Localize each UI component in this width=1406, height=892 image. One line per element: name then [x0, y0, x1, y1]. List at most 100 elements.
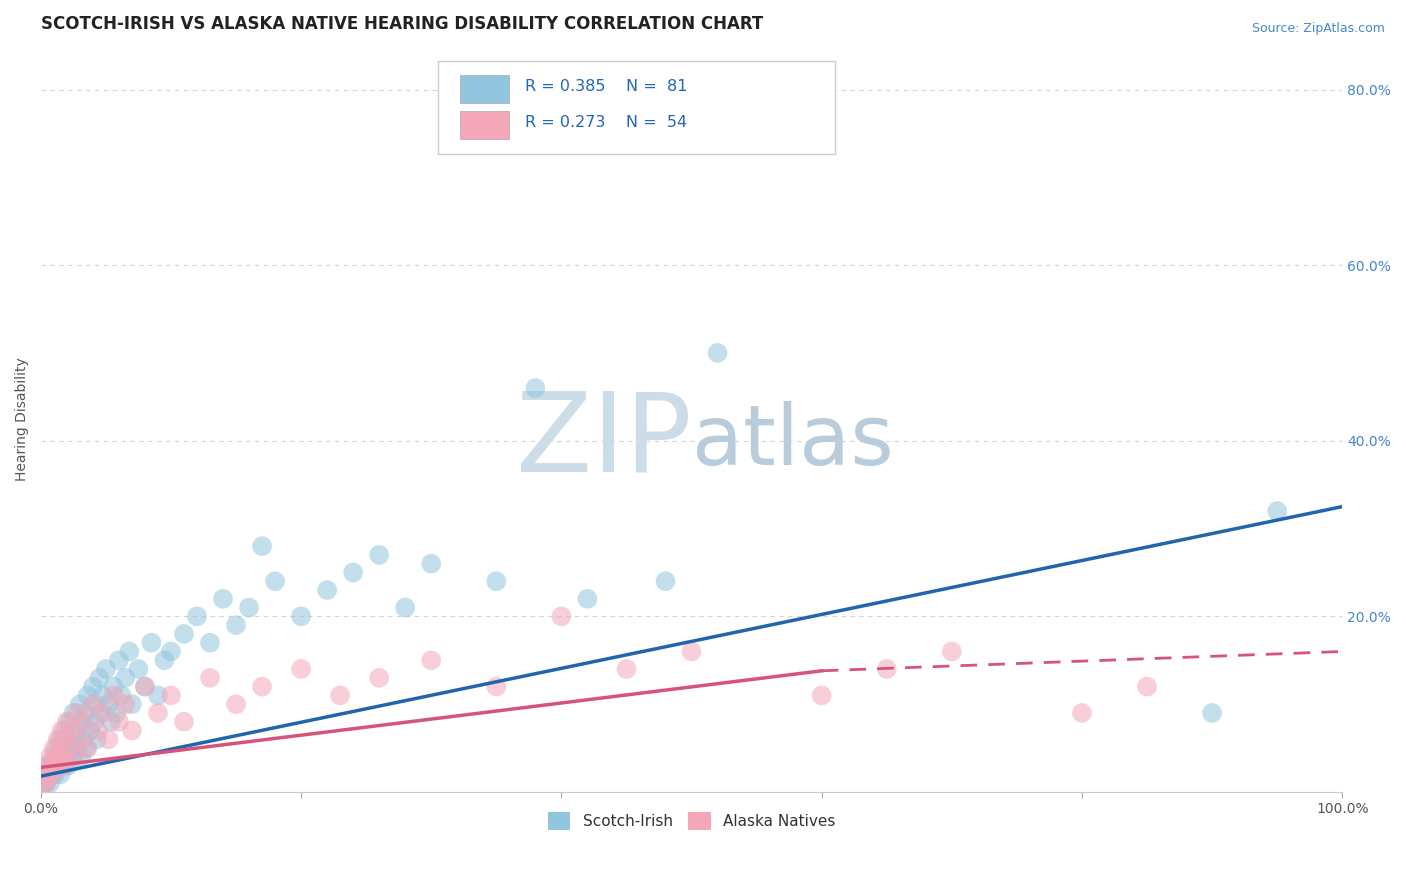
Point [39, 776, 62, 790]
Point [52, 749, 75, 764]
Point [212, 591, 235, 606]
Point [65, 723, 87, 738]
Point [810, 689, 832, 703]
Point [87, 723, 110, 738]
Point [58, 714, 80, 729]
Point [51, 723, 73, 738]
Point [485, 574, 508, 589]
Point [524, 381, 547, 395]
Point [134, 680, 156, 694]
Point [1201, 706, 1223, 720]
FancyBboxPatch shape [460, 75, 509, 103]
Point [394, 600, 416, 615]
Point [79, 723, 101, 738]
Point [876, 662, 898, 676]
Point [225, 618, 247, 632]
Point [576, 591, 599, 606]
Point [89, 671, 111, 685]
Point [55, 758, 77, 772]
Point [198, 636, 221, 650]
Point [225, 697, 247, 711]
Point [420, 557, 443, 571]
Point [39, 749, 62, 764]
Point [342, 566, 364, 580]
Text: Source: ZipAtlas.com: Source: ZipAtlas.com [1251, 22, 1385, 36]
Point [83, 714, 105, 729]
Point [38, 767, 60, 781]
Point [34, 767, 56, 781]
Point [56, 714, 79, 729]
Point [37, 758, 59, 772]
Text: SCOTCH-IRISH VS ALASKA NATIVE HEARING DISABILITY CORRELATION CHART: SCOTCH-IRISH VS ALASKA NATIVE HEARING DI… [41, 15, 763, 33]
FancyBboxPatch shape [437, 61, 835, 154]
Point [42, 741, 65, 756]
Point [60, 749, 83, 764]
Point [91, 706, 114, 720]
Point [97, 697, 120, 711]
Point [110, 689, 132, 703]
Point [90, 706, 112, 720]
Point [941, 644, 963, 658]
Text: R = 0.385    N =  81: R = 0.385 N = 81 [524, 79, 688, 95]
Point [59, 741, 82, 756]
Point [66, 741, 89, 756]
Point [41, 767, 63, 781]
Point [114, 671, 136, 685]
Point [82, 697, 104, 711]
Text: R = 0.273    N =  54: R = 0.273 N = 54 [524, 115, 688, 130]
Point [94, 662, 117, 676]
Point [103, 689, 125, 703]
Point [103, 680, 125, 694]
Point [198, 671, 221, 685]
Point [32, 776, 55, 790]
Point [141, 636, 163, 650]
Point [105, 706, 128, 720]
Point [173, 714, 195, 729]
Point [41, 767, 63, 781]
Point [654, 574, 676, 589]
Point [118, 644, 141, 658]
Point [35, 776, 58, 790]
Point [34, 767, 56, 781]
Point [238, 600, 260, 615]
Point [60, 723, 83, 738]
Point [706, 346, 728, 360]
Point [63, 732, 86, 747]
Point [39, 758, 62, 772]
Point [114, 697, 136, 711]
Point [49, 741, 72, 756]
Point [49, 732, 72, 747]
Point [86, 732, 108, 747]
Point [121, 697, 143, 711]
Point [420, 653, 443, 667]
Point [127, 662, 149, 676]
Point [250, 680, 273, 694]
Point [616, 662, 638, 676]
Point [316, 582, 339, 597]
Point [368, 671, 391, 685]
Point [42, 749, 65, 764]
Point [550, 609, 572, 624]
Point [485, 680, 508, 694]
Point [44, 767, 66, 781]
Point [250, 539, 273, 553]
Point [51, 741, 73, 756]
Point [153, 653, 176, 667]
Point [35, 776, 58, 790]
Point [146, 706, 169, 720]
Point [48, 749, 70, 764]
Point [97, 732, 120, 747]
Point [46, 732, 69, 747]
Point [160, 644, 183, 658]
Point [75, 741, 97, 756]
Point [55, 749, 77, 764]
Point [46, 758, 69, 772]
Legend: Scotch-Irish, Alaska Natives: Scotch-Irish, Alaska Natives [541, 805, 842, 837]
Point [290, 609, 312, 624]
Point [100, 714, 122, 729]
Point [173, 627, 195, 641]
Point [160, 689, 183, 703]
Point [82, 680, 104, 694]
Point [53, 732, 76, 747]
Point [63, 749, 86, 764]
